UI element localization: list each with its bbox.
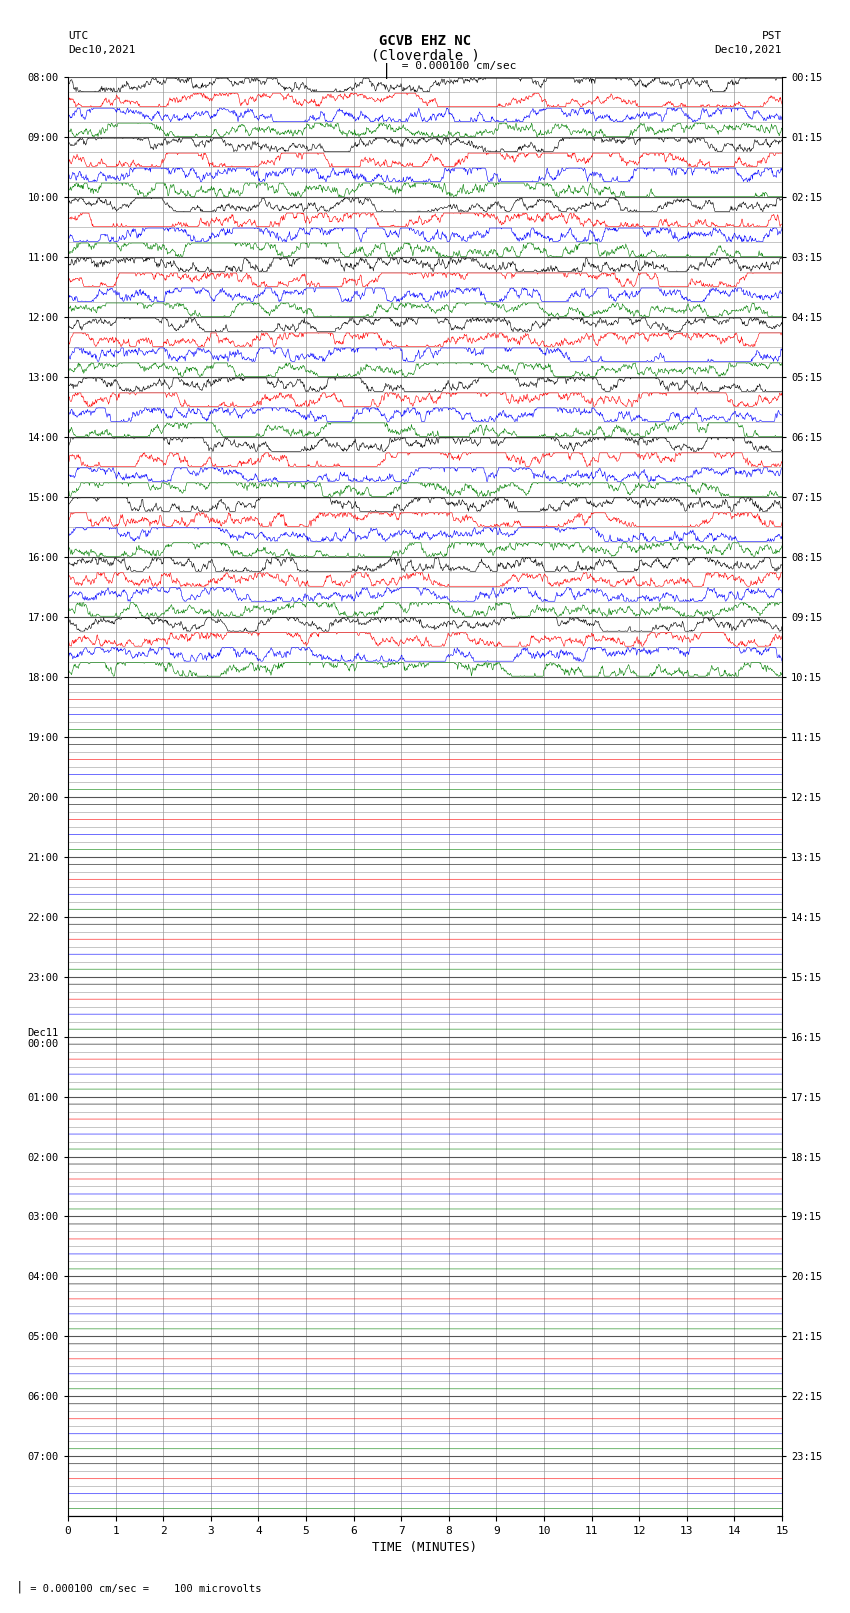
Text: (Cloverdale ): (Cloverdale ) — [371, 48, 479, 63]
X-axis label: TIME (MINUTES): TIME (MINUTES) — [372, 1542, 478, 1555]
Text: a: a — [13, 1584, 18, 1594]
Text: = 0.000100 cm/sec =    100 microvolts: = 0.000100 cm/sec = 100 microvolts — [24, 1584, 261, 1594]
Text: |: | — [382, 63, 391, 79]
Text: GCVB EHZ NC: GCVB EHZ NC — [379, 34, 471, 48]
Text: UTC: UTC — [68, 31, 88, 40]
Text: |: | — [15, 1581, 23, 1594]
Text: Dec10,2021: Dec10,2021 — [68, 45, 135, 55]
Text: Dec10,2021: Dec10,2021 — [715, 45, 782, 55]
Text: = 0.000100 cm/sec: = 0.000100 cm/sec — [395, 61, 517, 71]
Text: PST: PST — [762, 31, 782, 40]
